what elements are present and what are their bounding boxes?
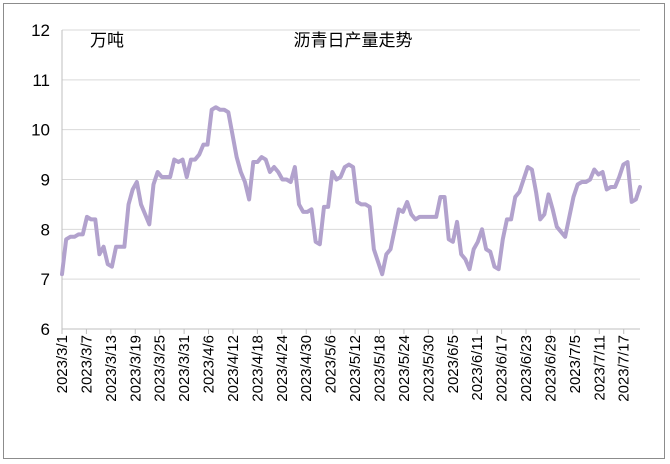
y-tick-label: 9 <box>41 171 50 190</box>
y-tick-label: 10 <box>31 121 50 140</box>
x-tick-label: 2023/7/17 <box>616 335 633 402</box>
y-tick-label: 12 <box>31 21 50 40</box>
x-tick-label: 2023/4/12 <box>225 335 242 402</box>
x-tick-label: 2023/6/11 <box>469 335 486 401</box>
x-axis-tick-labels: 2023/3/1 2023/3/7 2023/3/13 2023/3/19 2023/3… <box>54 329 633 402</box>
x-tick-label: 2023/5/18 <box>371 335 388 402</box>
chart-title: 沥青日产量走势 <box>294 31 413 51</box>
x-tick-label: 2023/5/30 <box>420 335 437 402</box>
x-tick-label: 2023/6/23 <box>518 335 535 402</box>
x-tick-label: 2023/3/13 <box>103 335 120 402</box>
y-tick-label: 8 <box>41 220 50 239</box>
axes <box>61 30 640 330</box>
x-tick-label: 2023/6/5 <box>445 335 462 393</box>
x-tick-label: 2023/3/31 <box>176 335 193 402</box>
x-tick-label: 2023/6/17 <box>494 335 511 402</box>
series-line <box>60 105 642 277</box>
unit-label: 万吨 <box>90 31 124 51</box>
y-tick-label: 7 <box>41 270 50 289</box>
x-tick-label: 2023/5/24 <box>396 335 413 402</box>
x-tick-label: 2023/7/5 <box>567 335 584 393</box>
x-tick-label: 2023/3/7 <box>78 335 95 393</box>
x-tick-label: 2023/3/25 <box>152 335 169 402</box>
x-tick-label: 2023/5/6 <box>323 335 340 393</box>
x-tick-label: 2023/4/24 <box>274 335 291 402</box>
x-tick-label: 2023/3/19 <box>127 335 144 402</box>
x-tick-label: 2023/5/12 <box>347 335 364 402</box>
y-axis-tick-labels: 6 7 8 9 10 11 12 <box>31 21 50 339</box>
y-axis-gridlines <box>62 29 640 280</box>
x-tick-label: 2023/6/29 <box>542 335 559 402</box>
x-tick-label: 2023/4/18 <box>249 335 266 402</box>
x-tick-label: 2023/4/30 <box>298 335 315 402</box>
chart-frame <box>3 3 665 459</box>
y-tick-label: 11 <box>32 71 50 90</box>
x-tick-label: 2023/3/1 <box>54 335 71 393</box>
y-tick-label: 6 <box>41 320 50 339</box>
x-tick-label: 2023/4/6 <box>201 335 218 393</box>
x-tick-label: 2023/7/11 <box>591 335 608 401</box>
